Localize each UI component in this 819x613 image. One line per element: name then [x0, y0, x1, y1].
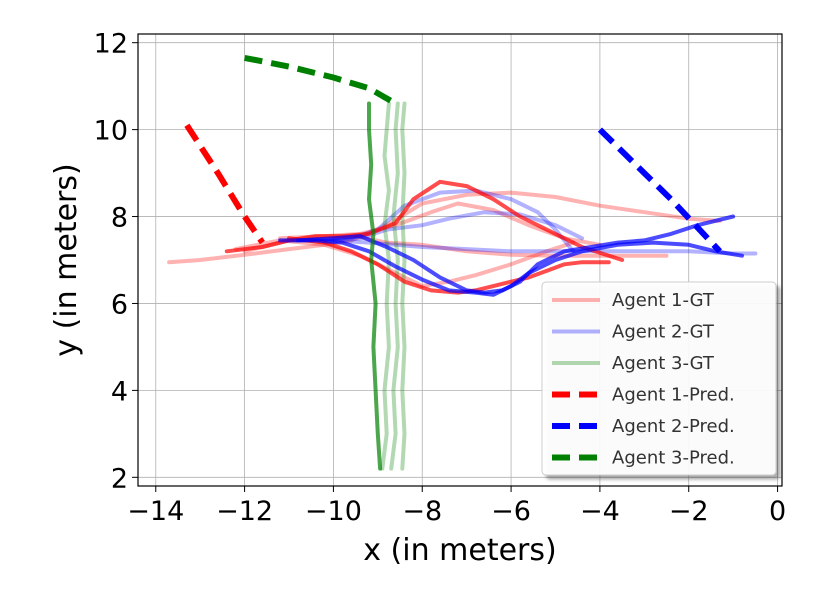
axis-ticks: −14 −12 −10 −8 −6 −4 −2 0 2 4 6 8 10 12 [94, 29, 787, 527]
series-6-track-1 [287, 236, 611, 295]
y-tick-label: 8 [111, 203, 128, 234]
y-axis-label: y (in meters) [49, 163, 84, 356]
series-3-track-0 [184, 123, 265, 245]
legend-label: Agent 2-Pred. [612, 416, 735, 437]
x-axis-label: x (in meters) [363, 533, 556, 568]
x-tick-label: −14 [127, 496, 184, 527]
trajectory-lines [167, 54, 758, 471]
y-tick-label: 6 [111, 289, 128, 320]
series-0-track-0 [167, 190, 722, 265]
series-8-track-0 [367, 101, 383, 471]
x-tick-label: −6 [491, 496, 531, 527]
x-tick-label: −4 [580, 496, 620, 527]
y-tick-label: 4 [111, 376, 128, 407]
series-1-track-0 [287, 238, 758, 256]
series-2-track-1 [389, 101, 400, 471]
series-2-track-0 [380, 101, 391, 471]
legend-label: Agent 2-GT [612, 322, 715, 343]
legend-box [541, 281, 777, 476]
legend-label: Agent 3-Pred. [612, 448, 735, 469]
x-tick-label: −10 [305, 496, 362, 527]
legend-label: Agent 1-GT [612, 290, 715, 311]
y-tick-label: 2 [111, 463, 128, 494]
legend-label: Agent 3-GT [612, 353, 715, 374]
series-2-track-2 [400, 101, 407, 471]
y-tick-label: 12 [94, 29, 128, 60]
series-4-track-0 [597, 127, 722, 254]
plot-frame [137, 33, 783, 487]
x-tick-label: −12 [216, 496, 273, 527]
x-tick-label: 0 [769, 496, 786, 527]
legend: Agent 1-GT Agent 2-GT Agent 3-GT Agent 1-Pr… [541, 281, 777, 476]
series-7-track-1 [295, 214, 736, 295]
x-tick-label: −2 [669, 496, 709, 527]
legend-label: Agent 1-Pred. [612, 385, 735, 406]
series-5-track-0 [244, 54, 398, 107]
y-tick-label: 10 [94, 116, 128, 147]
x-tick-label: −8 [402, 496, 442, 527]
